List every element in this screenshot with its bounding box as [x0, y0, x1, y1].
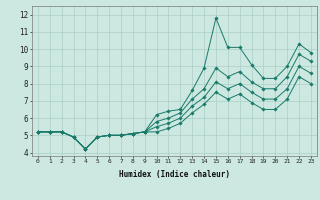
X-axis label: Humidex (Indice chaleur): Humidex (Indice chaleur) — [119, 170, 230, 179]
